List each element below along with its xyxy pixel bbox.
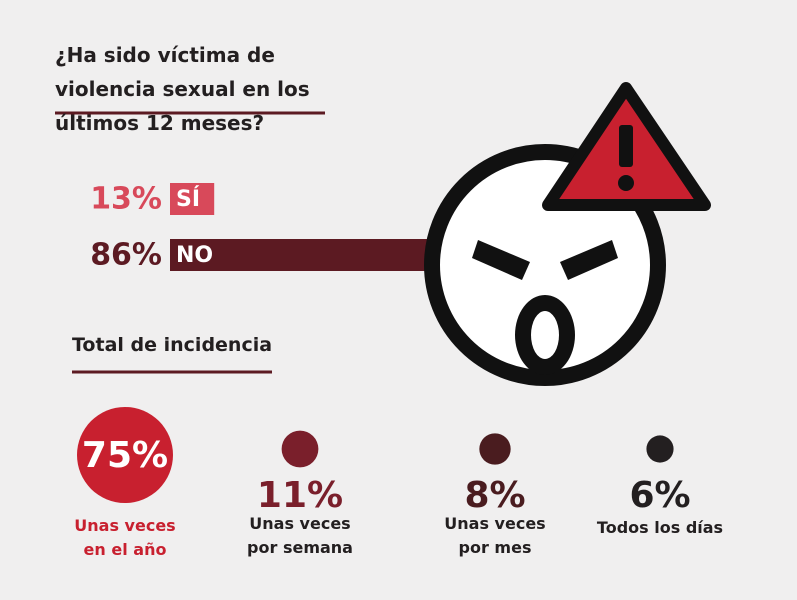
category-label: SÍ — [176, 186, 200, 212]
bar — [170, 239, 463, 271]
value-label: 13% — [90, 182, 162, 217]
bubbles: 75% 11% 8% 6% — [77, 407, 691, 516]
category-label: Unas veces por mes — [444, 514, 546, 557]
bubble — [281, 430, 319, 468]
bar — [170, 183, 215, 215]
value-label: 86% — [90, 238, 162, 273]
value-label: 11% — [257, 475, 343, 516]
category-label: Todos los días — [596, 518, 724, 537]
chart-title: ¿Ha sido víctima de violencia sexual en … — [55, 43, 310, 135]
angry-face-icon — [424, 82, 711, 386]
value-label: 6% — [629, 475, 690, 516]
value-label: 8% — [464, 475, 525, 516]
category-label: Unas veces en el año — [74, 516, 176, 559]
bubble — [479, 433, 511, 465]
bubble — [646, 435, 674, 463]
section-title: Total de incidencia — [72, 334, 273, 356]
bubble — [77, 407, 173, 503]
category-label: NO — [176, 243, 213, 268]
value-label: 75% — [82, 435, 168, 476]
category-label: Unas veces por semana — [247, 514, 353, 557]
bars: 13% SÍ 86% NO — [90, 182, 463, 273]
